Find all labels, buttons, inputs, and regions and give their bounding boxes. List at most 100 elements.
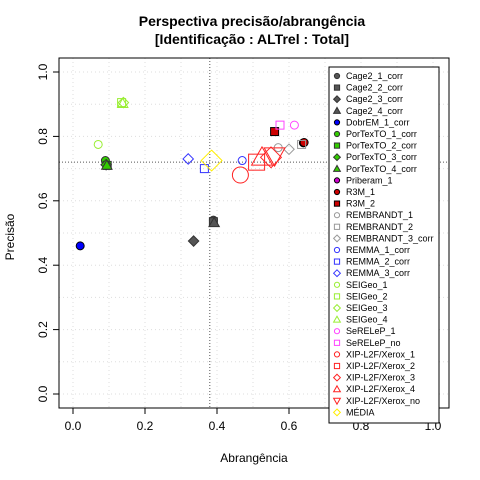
data-point	[270, 127, 280, 137]
legend-marker	[332, 234, 342, 243]
data-point	[187, 235, 200, 247]
legend-label: PorTexTO_2_corr	[346, 141, 417, 151]
legend-label: R3M_2	[346, 199, 375, 209]
legend-label: SeRELeP_no	[346, 338, 401, 348]
legend-label: Cage2_4_corr	[346, 106, 403, 116]
data-point	[116, 97, 129, 108]
y-tick-label: 0.8	[36, 128, 50, 145]
x-tick-label: 0.4	[209, 419, 226, 433]
legend-marker	[333, 339, 341, 346]
legend-label: XIP-L2F/Xerox_no	[346, 396, 420, 406]
legend-marker	[333, 362, 341, 370]
legend-marker	[333, 212, 341, 219]
legend-label: REMBRANDT_1	[346, 210, 413, 220]
data-point	[283, 143, 295, 156]
legend-marker	[333, 188, 341, 196]
data-point	[275, 120, 285, 130]
legend-label: REMBRANDT_3_corr	[346, 233, 434, 243]
legend-marker	[332, 153, 342, 162]
legend-label: SeRELeP_1	[346, 326, 396, 336]
legend-label: REMMA_2_corr	[346, 257, 410, 267]
legend-marker	[333, 130, 341, 138]
legend-marker	[332, 303, 342, 313]
x-tick-label: 0.0	[65, 419, 82, 433]
legend-marker	[333, 177, 341, 184]
y-tick-label: 0.6	[36, 192, 50, 209]
legend-label: PorTexTO_3_corr	[346, 152, 417, 162]
data-point	[100, 159, 113, 170]
data-point	[237, 156, 247, 166]
legend-label: PorTexTO_4_corr	[346, 164, 417, 174]
y-tick-label: 1.0	[36, 63, 50, 80]
legend-label: Cage2_3_corr	[346, 94, 403, 104]
legend-label: PorTexTO_1_corr	[346, 129, 417, 139]
legend-marker	[332, 397, 342, 406]
legend-marker	[332, 384, 342, 393]
legend-marker	[332, 95, 342, 104]
legend-label: Priberam_1	[346, 175, 393, 185]
legend-marker	[333, 119, 341, 126]
legend-label: Cage2_1_corr	[346, 71, 403, 81]
legend-label: DobrEM_1_corr	[346, 117, 410, 127]
data-point	[297, 139, 307, 149]
legend-label: REMMA_1_corr	[346, 245, 410, 255]
legend-marker	[332, 269, 342, 278]
legend-marker	[333, 200, 341, 207]
data-point	[75, 241, 85, 251]
chart-title: Perspectiva precisão/abrangência	[139, 13, 366, 29]
data-point	[263, 147, 286, 168]
legend-marker	[333, 72, 341, 80]
data-point	[208, 216, 221, 228]
legend-label: R3M_1	[346, 187, 375, 197]
y-tick-label: 0.4	[36, 257, 50, 274]
legend-label: SEIGeo_3	[346, 303, 388, 313]
data-point	[289, 120, 299, 130]
legend-marker	[333, 246, 341, 254]
legend-label: SEIGeo_1	[346, 280, 388, 290]
legend-box	[328, 66, 440, 424]
legend-label: MÉDIA	[346, 407, 375, 417]
data-point	[182, 153, 195, 165]
legend-marker	[332, 373, 342, 382]
legend-marker	[333, 293, 341, 300]
legend-marker	[332, 408, 342, 417]
legend-label: XIP-L2F/Xerox_4	[346, 384, 415, 394]
legend-marker	[333, 258, 341, 265]
legend-marker	[332, 164, 342, 172]
data-points	[75, 96, 309, 251]
data-point	[200, 149, 223, 172]
legend-marker	[333, 351, 341, 358]
x-tick-label: 0.2	[137, 419, 154, 433]
legend-label: Cage2_2_corr	[346, 83, 403, 93]
legend-marker	[333, 84, 341, 91]
legend-marker	[333, 281, 341, 288]
legend-label: SEIGeo_4	[346, 315, 388, 325]
legend-marker	[333, 328, 341, 335]
legend-label: XIP-L2F/Xerox_1	[346, 349, 415, 359]
data-point	[93, 139, 103, 149]
legend-label: REMBRANDT_2	[346, 222, 413, 232]
legend-label: SEIGeo_2	[346, 291, 388, 301]
legend-label: XIP-L2F/Xerox_3	[346, 373, 415, 383]
x-axis-label: Abrangência	[220, 451, 288, 465]
legend-marker	[332, 106, 342, 114]
y-tick-label: 0.0	[36, 385, 50, 402]
axis-ticks: 0.0 0.2 0.4 0.6 0.8 1.00.00.20.40.60.81.0	[36, 63, 442, 433]
legend-marker	[333, 142, 341, 149]
data-point	[259, 146, 283, 169]
plot-frame	[58, 57, 450, 409]
data-point	[231, 166, 249, 184]
chart-subtitle: [Identificação : ALTrel : Total]	[155, 31, 349, 47]
legend-marker	[333, 223, 341, 230]
legend-label: REMMA_3_corr	[346, 268, 410, 278]
y-axis-label: Precisão	[3, 213, 17, 260]
legend-label: XIP-L2F/Xerox_2	[346, 361, 415, 371]
data-point	[250, 145, 274, 166]
data-point	[199, 164, 209, 174]
legend-marker	[332, 315, 342, 323]
x-tick-label: 0.6	[281, 419, 298, 433]
data-point	[248, 153, 266, 171]
data-point	[299, 138, 309, 148]
